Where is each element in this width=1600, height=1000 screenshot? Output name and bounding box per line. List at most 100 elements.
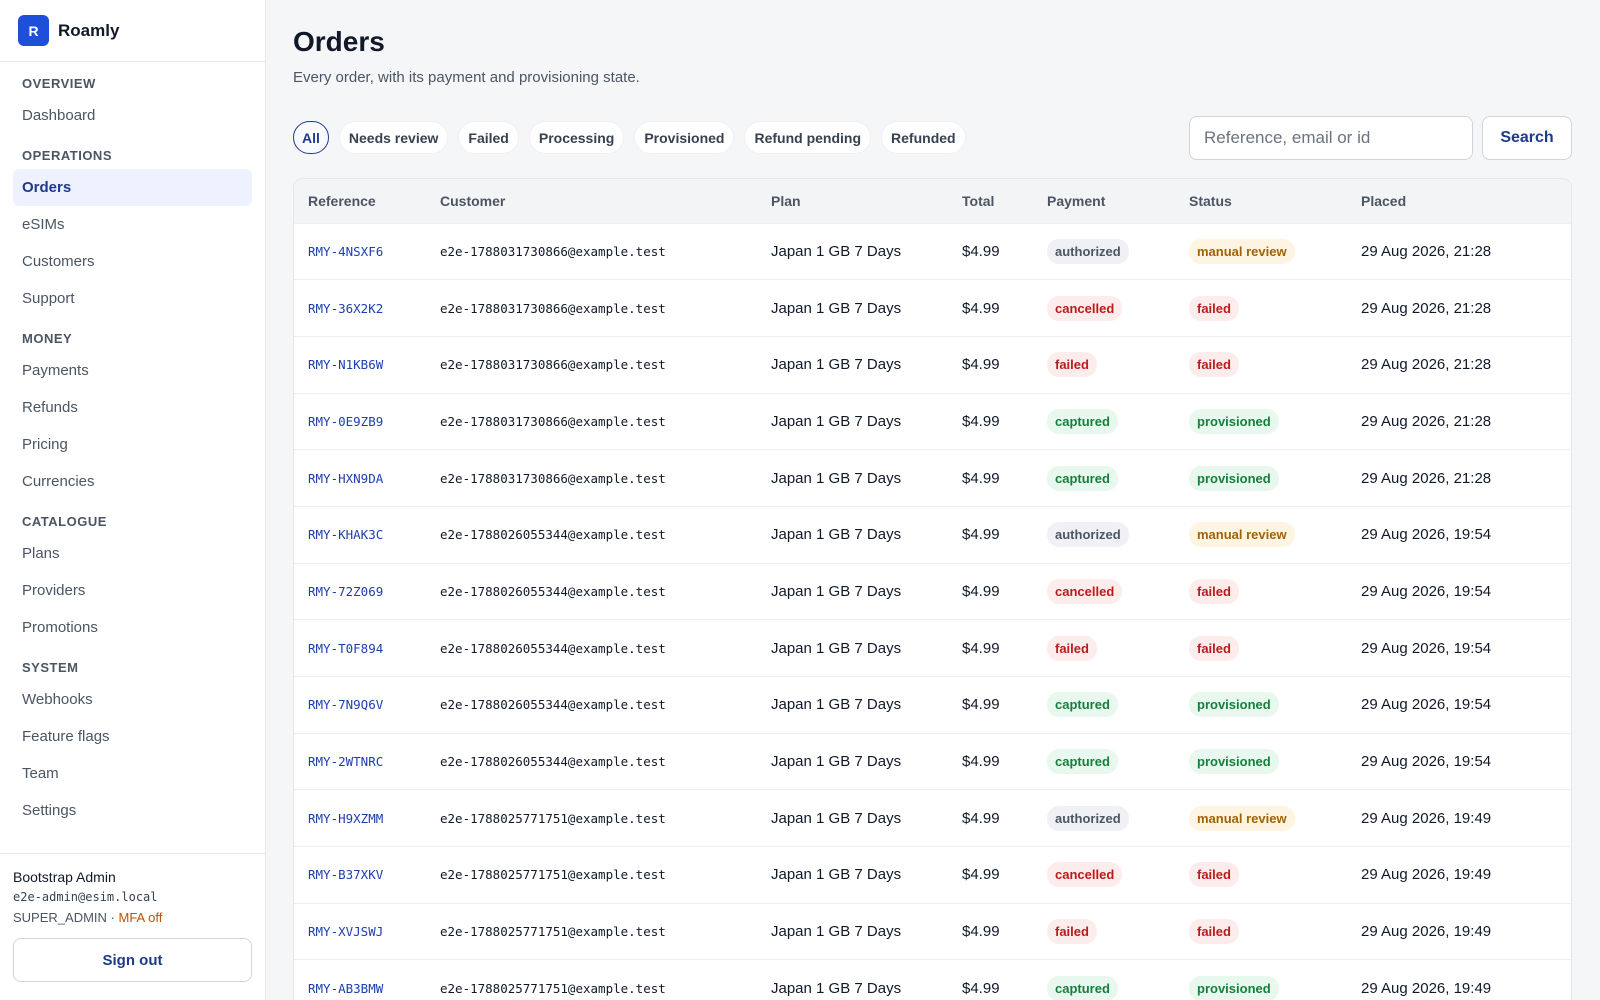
order-reference-link[interactable]: RMY-AB3BMW	[308, 981, 384, 997]
table-row[interactable]: RMY-AB3BMW e2e-1788025771751@example.test…	[294, 959, 1571, 1000]
cell-status: manual review	[1175, 506, 1347, 563]
table-row[interactable]: RMY-72Z069 e2e-1788026055344@example.test…	[294, 563, 1571, 620]
table-row[interactable]: RMY-KHAK3C e2e-1788026055344@example.test…	[294, 506, 1571, 563]
sidebar-item-customers[interactable]: Customers	[22, 253, 95, 270]
cell-customer: e2e-1788025771751@example.test	[440, 924, 666, 940]
brand[interactable]: R Roamly	[0, 0, 265, 62]
order-reference-link[interactable]: RMY-2WTNRC	[308, 754, 384, 770]
table-row[interactable]: RMY-0E9ZB9 e2e-1788031730866@example.test…	[294, 393, 1571, 450]
status-filters: All Needs review Failed Processing Provision…	[293, 121, 966, 154]
order-reference-link[interactable]: RMY-36X2K2	[308, 300, 384, 316]
sidebar-item-support[interactable]: Support	[22, 290, 75, 307]
cell-status: provisioned	[1175, 733, 1347, 790]
cell-reference: RMY-HXN9DA	[294, 450, 426, 507]
sidebar-item-payments[interactable]: Payments	[22, 362, 89, 379]
sidebar-item-webhooks[interactable]: Webhooks	[22, 691, 93, 708]
payment-badge: authorized	[1047, 805, 1129, 831]
table-row[interactable]: RMY-N1KB6W e2e-1788031730866@example.test…	[294, 336, 1571, 393]
status-badge: failed	[1189, 862, 1239, 888]
orders-table: Reference Customer Plan Total Payment Status P…	[294, 179, 1571, 1000]
cell-payment: failed	[1033, 620, 1175, 677]
table-row[interactable]: RMY-B37XKV e2e-1788025771751@example.test…	[294, 846, 1571, 904]
role-separator: ·	[106, 910, 119, 925]
filter-chip-refund-pending[interactable]: Refund pending	[744, 121, 872, 154]
search-input[interactable]	[1189, 116, 1473, 160]
sidebar-item-currencies[interactable]: Currencies	[22, 473, 95, 490]
order-reference-link[interactable]: RMY-T0F894	[308, 640, 384, 656]
cell-customer: e2e-1788031730866@example.test	[440, 243, 666, 259]
cell-plan: Japan 1 GB 7 Days	[771, 299, 902, 317]
column-header-total: Total	[962, 192, 995, 209]
order-reference-link[interactable]: RMY-7N9Q6V	[308, 697, 384, 713]
cell-placed: 29 Aug 2026, 21:28	[1361, 356, 1492, 374]
sidebar: R Roamly OVERVIEW Dashboard OPERATIONS Orde…	[0, 0, 266, 1000]
status-badge: failed	[1189, 578, 1239, 604]
sidebar-item-settings[interactable]: Settings	[22, 802, 77, 819]
sidebar-nav: OVERVIEW Dashboard OPERATIONS Orders eSIMs Cu…	[0, 62, 265, 853]
cell-total: $4.99	[962, 412, 1000, 430]
sidebar-item-team[interactable]: Team	[22, 765, 59, 782]
cell-status: failed	[1175, 620, 1347, 677]
sidebar-item-dashboard[interactable]: Dashboard	[22, 107, 96, 124]
status-badge: provisioned	[1189, 749, 1279, 775]
filter-chip-refunded[interactable]: Refunded	[881, 121, 966, 154]
table-row[interactable]: RMY-HXN9DA e2e-1788031730866@example.test…	[294, 449, 1571, 507]
cell-payment: authorized	[1033, 790, 1175, 847]
cell-total: $4.99	[962, 242, 1000, 260]
cell-total: $4.99	[962, 753, 1000, 771]
cell-status: provisioned	[1175, 960, 1347, 1000]
order-reference-link[interactable]: RMY-H9XZMM	[308, 810, 384, 826]
brand-logo: R	[18, 15, 49, 46]
order-reference-link[interactable]: RMY-4NSXF6	[308, 243, 384, 259]
sidebar-item-promotions[interactable]: Promotions	[22, 619, 98, 636]
order-reference-link[interactable]: RMY-72Z069	[308, 583, 384, 599]
cell-total: $4.99	[962, 980, 1000, 998]
sign-out-button[interactable]: Sign out	[13, 938, 252, 982]
filter-chip-processing[interactable]: Processing	[528, 121, 625, 154]
user-role: SUPER_ADMIN	[13, 910, 107, 925]
sidebar-item-refunds[interactable]: Refunds	[22, 399, 78, 416]
sidebar-item-pricing[interactable]: Pricing	[22, 436, 68, 453]
filter-chip-provisioned[interactable]: Provisioned	[634, 121, 735, 154]
sidebar-item-providers[interactable]: Providers	[22, 582, 86, 599]
cell-placed: 29 Aug 2026, 19:54	[1361, 582, 1492, 600]
filter-chip-failed[interactable]: Failed	[458, 121, 519, 154]
cell-total: $4.99	[962, 696, 1000, 714]
sidebar-item-feature-flags[interactable]: Feature flags	[22, 728, 110, 745]
search-button[interactable]: Search	[1482, 116, 1572, 160]
table-row[interactable]: RMY-XVJSWJ e2e-1788025771751@example.test…	[294, 903, 1571, 960]
order-reference-link[interactable]: RMY-HXN9DA	[308, 470, 384, 486]
status-badge: manual review	[1189, 238, 1295, 264]
filter-chip-needs-review[interactable]: Needs review	[338, 121, 449, 154]
order-reference-link[interactable]: RMY-0E9ZB9	[308, 413, 384, 429]
table-row[interactable]: RMY-H9XZMM e2e-1788025771751@example.test…	[294, 789, 1571, 847]
sidebar-item-esims[interactable]: eSIMs	[22, 216, 65, 233]
cell-plan: Japan 1 GB 7 Days	[771, 980, 902, 998]
table-row[interactable]: RMY-2WTNRC e2e-1788026055344@example.test…	[294, 733, 1571, 790]
cell-payment: cancelled	[1033, 847, 1175, 904]
cell-placed: 29 Aug 2026, 19:49	[1361, 923, 1492, 941]
cell-plan: Japan 1 GB 7 Days	[771, 412, 902, 430]
table-row[interactable]: RMY-4NSXF6 e2e-1788031730866@example.test…	[294, 223, 1571, 280]
nav-section-catalogue: CATALOGUE	[22, 514, 107, 529]
order-reference-link[interactable]: RMY-XVJSWJ	[308, 924, 384, 940]
sidebar-item-plans[interactable]: Plans	[22, 545, 60, 562]
cell-placed: 29 Aug 2026, 19:49	[1361, 866, 1492, 884]
cell-reference: RMY-72Z069	[294, 563, 426, 620]
cell-plan: Japan 1 GB 7 Days	[771, 356, 902, 374]
order-reference-link[interactable]: RMY-KHAK3C	[308, 527, 384, 543]
order-reference-link[interactable]: RMY-B37XKV	[308, 867, 384, 883]
order-reference-link[interactable]: RMY-N1KB6W	[308, 357, 384, 373]
sidebar-item-orders[interactable]: Orders	[13, 169, 252, 206]
table-row[interactable]: RMY-36X2K2 e2e-1788031730866@example.test…	[294, 279, 1571, 337]
cell-total: $4.99	[962, 582, 1000, 600]
table-row[interactable]: RMY-T0F894 e2e-1788026055344@example.test…	[294, 619, 1571, 677]
cell-customer: e2e-1788026055344@example.test	[440, 754, 666, 770]
cell-placed: 29 Aug 2026, 19:54	[1361, 696, 1492, 714]
cell-plan: Japan 1 GB 7 Days	[771, 582, 902, 600]
table-row[interactable]: RMY-7N9Q6V e2e-1788026055344@example.test…	[294, 676, 1571, 734]
payment-badge: cancelled	[1047, 578, 1123, 604]
cell-status: failed	[1175, 563, 1347, 620]
filter-chip-all[interactable]: All	[293, 121, 329, 154]
cell-reference: RMY-N1KB6W	[294, 336, 426, 393]
